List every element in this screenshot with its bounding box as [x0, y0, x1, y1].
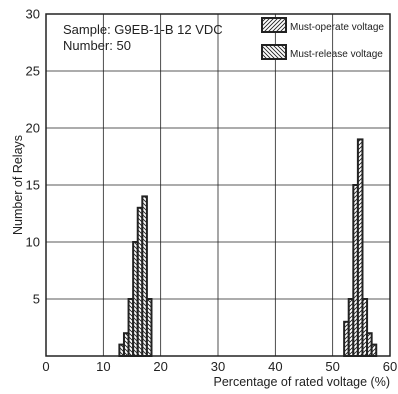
- series-must-operate: [343, 138, 378, 358]
- x-tick-label: 0: [42, 359, 49, 374]
- legend-label-must-release: Must-release voltage: [290, 49, 383, 60]
- legend-swatch-must-operate: [261, 17, 287, 33]
- legend: Must-operate voltage Must-release voltag…: [261, 17, 384, 60]
- y-tick-label: 20: [26, 121, 40, 136]
- x-tick-label: 50: [325, 359, 339, 374]
- legend-label-must-operate: Must-operate voltage: [290, 22, 384, 33]
- legend-swatch-must-release: [261, 44, 287, 60]
- x-tick-label: 60: [383, 359, 397, 374]
- grid: [46, 14, 390, 356]
- histogram-bar: [145, 298, 153, 357]
- number-annotation: Number: 50: [63, 38, 131, 53]
- y-tick-label: 10: [26, 235, 40, 250]
- y-tick-label: 5: [33, 292, 40, 307]
- x-tick-label: 30: [211, 359, 225, 374]
- x-axis-title: Percentage of rated voltage (%): [214, 375, 391, 389]
- y-tick-labels: 5 10 15 20 25 30: [26, 7, 40, 307]
- y-tick-label: 15: [26, 178, 40, 193]
- x-tick-label: 20: [153, 359, 167, 374]
- x-tick-labels: 0 10 20 30 40 50 60: [42, 359, 397, 374]
- y-tick-label: 30: [26, 7, 40, 22]
- x-tick-label: 40: [268, 359, 282, 374]
- histogram-bar: [370, 343, 378, 358]
- y-axis-title: Number of Relays: [11, 135, 25, 235]
- bars: [118, 138, 378, 358]
- plot-frame: [45, 13, 391, 357]
- x-tick-label: 10: [96, 359, 110, 374]
- y-tick-label: 25: [26, 64, 40, 79]
- series-must-release: [118, 195, 153, 358]
- sample-annotation: Sample: G9EB-1-B 12 VDC: [63, 22, 223, 37]
